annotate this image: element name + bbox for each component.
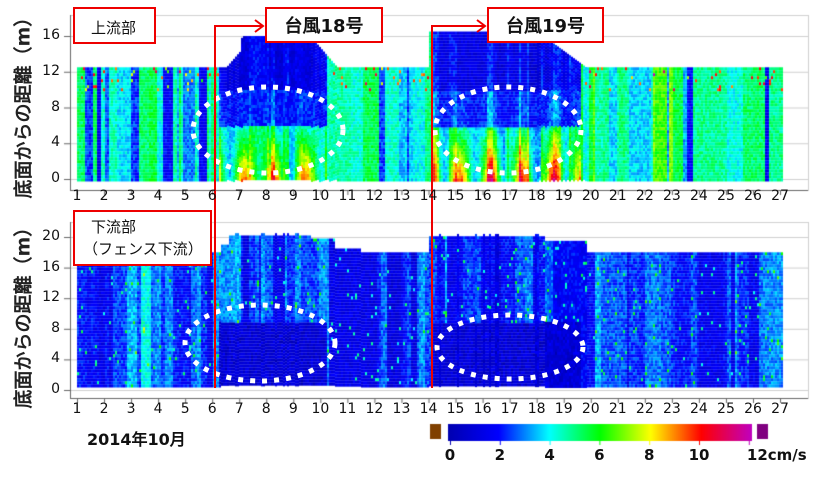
x-tick-label: 19 [554,401,573,417]
typhoon-marker-line [431,25,485,388]
x-tick-label: 21 [608,188,627,204]
x-tick-label: 10 [311,401,330,417]
x-tick-label: 22 [635,401,654,417]
x-tick-label: 11 [338,188,357,204]
x-tick-label: 23 [662,401,681,417]
x-tick-label: 15 [446,401,465,417]
x-tick-label: 26 [744,401,762,417]
x-tick-label: 15 [446,188,465,204]
x-tick-label: 2 [99,188,109,204]
y-tick-label: 0 [51,381,60,397]
x-tick-label: 16 [473,188,492,204]
x-tick-label: 19 [554,188,573,204]
highlight-ellipse [182,302,338,384]
colorbar-label: 6 [594,446,605,464]
x-tick-label: 3 [126,401,136,417]
highlight-ellipse [190,84,346,176]
typhoon-18-label: 台風18号 [265,7,383,43]
y-tick-label: 8 [51,98,60,115]
upstream-label-box: 上流部 [73,7,156,44]
x-tick-label: 13 [392,188,411,204]
y-tick-label: 16 [42,27,60,43]
top-y-axis-label: 底面からの距離（m） [12,7,35,199]
x-tick-label: 20 [581,188,600,204]
y-tick-label: 0 [51,170,60,186]
x-tick-label: 18 [527,401,546,417]
x-tick-label: 25 [717,401,735,417]
x-tick-label: 16 [473,401,492,417]
x-tick-label: 22 [635,188,654,204]
x-tick-label: 5 [180,188,190,204]
x-tick-label: 14 [419,401,438,417]
y-tick-label: 12 [42,289,60,306]
x-tick-label: 25 [717,188,735,204]
x-tick-label: 9 [288,188,298,204]
x-tick-label: 14 [419,188,438,204]
downstream-sublabel: （フェンス下流） [83,240,203,258]
x-tick-label: 10 [311,188,330,204]
colorbar-label: 4 [544,446,555,464]
x-tick-label: 5 [180,401,190,417]
x-tick-label: 23 [662,188,681,204]
x-tick-label: 21 [608,401,627,417]
x-tick-label: 26 [744,188,762,204]
typhoon-marker-line [214,25,263,388]
y-tick-label: 4 [51,134,60,151]
highlight-ellipse [432,84,584,176]
bottom-y-axis-label: 底面からの距離（m） [12,217,35,409]
x-tick-label: 6 [207,401,217,417]
downstream-label-box: 下流部 （フェンス下流） [73,210,212,266]
x-tick-label: 4 [153,188,163,204]
arrowhead-icon [476,19,487,33]
x-tick-label: 3 [126,188,136,204]
x-tick-label: 20 [581,401,600,417]
x-tick-label: 1 [72,188,82,204]
arrowhead-icon [254,19,265,33]
x-tick-label: 7 [234,401,244,417]
y-tick-label: 16 [42,258,60,275]
colorbar-label: 8 [643,446,655,464]
x-tick-label: 12 [365,401,384,417]
x-tick-label: 27 [771,401,789,417]
x-tick-label: 13 [392,401,411,417]
y-tick-label: 4 [51,350,60,367]
x-tick-label: 12 [365,188,384,204]
x-tick-label: 8 [261,188,271,204]
x-tick-label: 7 [234,188,244,204]
x-axis-label: 2014年10月 [87,430,186,449]
colorbar-label: 12cm/s [746,446,807,464]
x-tick-label: 2 [99,401,109,417]
x-tick-label: 4 [153,401,163,417]
x-tick-label: 9 [288,401,298,417]
downstream-label: 下流部 [91,218,137,236]
upstream-label: 上流部 [91,19,137,37]
y-tick-label: 8 [51,319,60,336]
y-tick-label: 20 [42,228,60,244]
x-tick-label: 11 [338,401,357,417]
typhoon-19-label: 台風19号 [487,7,604,43]
x-tick-label: 17 [500,401,519,417]
x-tick-label: 8 [261,401,271,417]
highlight-ellipse [434,312,586,382]
x-tick-label: 24 [689,401,708,417]
x-tick-label: 27 [771,188,789,204]
colorbar-label: 2 [494,446,506,464]
x-tick-label: 18 [527,188,546,204]
x-tick-label: 24 [689,188,708,204]
x-tick-label: 1 [72,401,82,417]
x-tick-label: 17 [500,188,519,204]
colorbar-label: 0 [444,446,456,464]
colorbar-label: 10 [688,446,710,464]
x-tick-label: 6 [207,188,217,204]
y-tick-label: 12 [42,62,60,79]
